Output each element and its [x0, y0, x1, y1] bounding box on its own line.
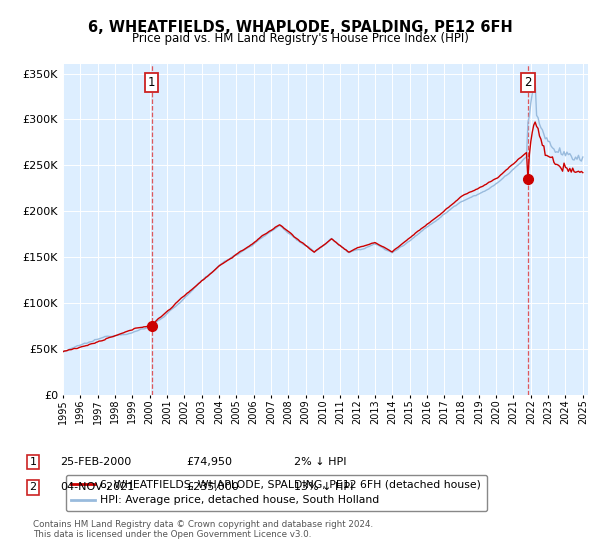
- Text: Price paid vs. HM Land Registry's House Price Index (HPI): Price paid vs. HM Land Registry's House …: [131, 32, 469, 45]
- Text: 2% ↓ HPI: 2% ↓ HPI: [294, 457, 347, 467]
- Text: 2: 2: [524, 76, 532, 89]
- Text: 04-NOV-2021: 04-NOV-2021: [60, 482, 134, 492]
- Text: £235,000: £235,000: [186, 482, 239, 492]
- Text: 13% ↓ HPI: 13% ↓ HPI: [294, 482, 353, 492]
- Legend: 6, WHEATFIELDS, WHAPLODE, SPALDING, PE12 6FH (detached house), HPI: Average pric: 6, WHEATFIELDS, WHAPLODE, SPALDING, PE12…: [66, 474, 487, 511]
- Text: 1: 1: [29, 457, 37, 467]
- Text: 2: 2: [29, 482, 37, 492]
- Text: 1: 1: [148, 76, 155, 89]
- Text: Contains HM Land Registry data © Crown copyright and database right 2024.
This d: Contains HM Land Registry data © Crown c…: [33, 520, 373, 539]
- Text: 25-FEB-2000: 25-FEB-2000: [60, 457, 131, 467]
- Text: 6, WHEATFIELDS, WHAPLODE, SPALDING, PE12 6FH: 6, WHEATFIELDS, WHAPLODE, SPALDING, PE12…: [88, 20, 512, 35]
- Text: £74,950: £74,950: [186, 457, 232, 467]
